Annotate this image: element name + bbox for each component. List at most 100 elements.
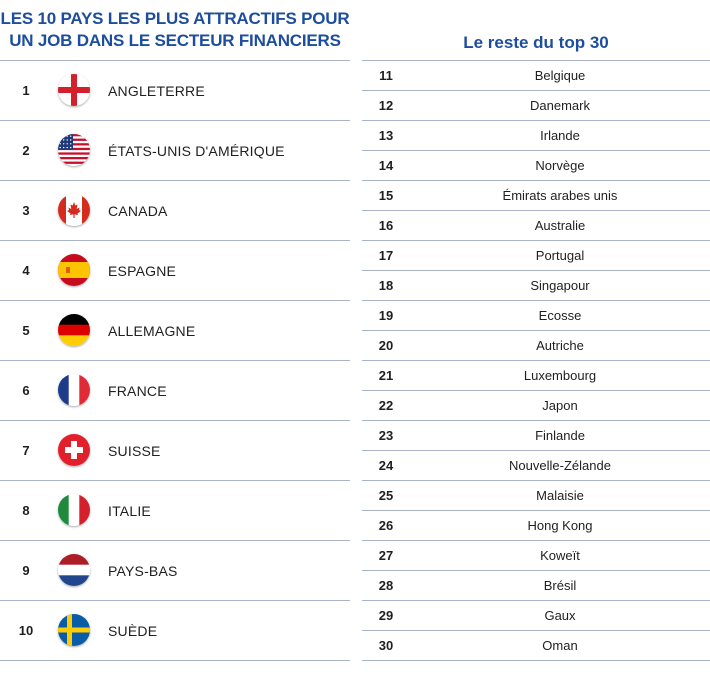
country-name: Koweït <box>540 548 580 563</box>
rank-number: 2 <box>22 143 30 158</box>
netherlands-flag-icon <box>58 554 90 586</box>
rank-number: 13 <box>378 128 394 143</box>
top30-row: 25 Malaisie <box>362 481 710 511</box>
top10-list: 1 ANGLETERRE 2 ÉTATS-UNIS D'AMÉRIQUE 3 CANADA… <box>0 60 350 661</box>
top30-row: 17 Portugal <box>362 241 710 271</box>
rank-number: 6 <box>22 383 30 398</box>
country-name: Singapour <box>530 278 590 293</box>
rank-number: 7 <box>22 443 30 458</box>
france-flag-icon <box>58 374 90 406</box>
germany-flag-icon <box>58 314 90 346</box>
rank-number: 9 <box>22 563 30 578</box>
rank-number: 1 <box>22 83 30 98</box>
top10-row: 5 ALLEMAGNE <box>0 301 350 361</box>
top10-row: 8 ITALIE <box>0 481 350 541</box>
england-flag-icon <box>58 74 90 106</box>
rank-number: 15 <box>378 188 394 203</box>
rank-number: 3 <box>22 203 30 218</box>
top10-row: 9 PAYS-BAS <box>0 541 350 601</box>
top30-row: 28 Brésil <box>362 571 710 601</box>
rank-number: 4 <box>22 263 30 278</box>
top10-title-line1: LES 10 PAYS LES PLUS ATTRACTIFS POUR <box>0 9 350 28</box>
rank-number: 18 <box>378 278 394 293</box>
country-name: Belgique <box>534 68 586 83</box>
top30-row: 19 Ecosse <box>362 301 710 331</box>
top10-title: LES 10 PAYS LES PLUS ATTRACTIFS POUR UN … <box>0 0 350 60</box>
rank-number: 26 <box>378 518 394 533</box>
top10-row: 10 SUÈDE <box>0 601 350 661</box>
rank-number: 23 <box>378 428 394 443</box>
switzerland-flag-icon <box>58 434 90 466</box>
country-name: FRANCE <box>108 382 167 399</box>
country-name: Japon <box>542 398 578 413</box>
top30-row: 26 Hong Kong <box>362 511 710 541</box>
top10-row: 6 FRANCE <box>0 361 350 421</box>
rank-number: 20 <box>378 338 394 353</box>
rank-number: 5 <box>22 323 30 338</box>
rank-number: 11 <box>379 68 393 83</box>
country-name: ESPAGNE <box>108 262 177 279</box>
top30-row: 29 Gaux <box>362 601 710 631</box>
rank-number: 8 <box>22 503 30 518</box>
country-name: Autriche <box>536 338 584 353</box>
country-name: PAYS-BAS <box>108 562 178 579</box>
rank-number: 16 <box>378 218 394 233</box>
rank-number: 25 <box>378 488 394 503</box>
rank-number: 22 <box>378 398 394 413</box>
top30-row: 27 Koweït <box>362 541 710 571</box>
top10-row: 1 ANGLETERRE <box>0 61 350 121</box>
country-name: Portugal <box>535 248 585 263</box>
rank-number: 14 <box>378 158 394 173</box>
top30-row: 21 Luxembourg <box>362 361 710 391</box>
rank-number: 19 <box>378 308 394 323</box>
top30-row: 13 Irlande <box>362 121 710 151</box>
country-name: SUISSE <box>108 442 161 459</box>
country-name: ALLEMAGNE <box>108 322 196 339</box>
country-name: Oman <box>542 638 578 653</box>
top10-title-line2: UN JOB DANS LE SECTEUR FINANCIERS <box>9 31 341 50</box>
country-name: ANGLETERRE <box>108 82 205 99</box>
usa-flag-icon <box>58 134 90 166</box>
country-name: Émirats arabes unis <box>502 188 618 203</box>
top10-row: 7 SUISSE <box>0 421 350 481</box>
country-name: Nouvelle-Zélande <box>509 458 611 473</box>
country-name: Australie <box>534 218 586 233</box>
country-name: ÉTATS-UNIS D'AMÉRIQUE <box>108 142 285 159</box>
canada-flag-icon <box>58 194 90 226</box>
rank-number: 28 <box>378 578 394 593</box>
country-name: Finlande <box>535 428 585 443</box>
country-name: Brésil <box>543 578 577 593</box>
top30-row: 23 Finlande <box>362 421 710 451</box>
top30-panel: Le reste du top 30 11 Belgique 12 Danemark 1… <box>362 0 710 661</box>
top30-row: 11 Belgique <box>362 61 710 91</box>
country-name: Danemark <box>530 98 590 113</box>
top30-row: 16 Australie <box>362 211 710 241</box>
top10-row: 4 ESPAGNE <box>0 241 350 301</box>
top30-row: 15 Émirats arabes unis <box>362 181 710 211</box>
top30-row: 22 Japon <box>362 391 710 421</box>
top10-panel: LES 10 PAYS LES PLUS ATTRACTIFS POUR UN … <box>0 0 350 661</box>
rank-number: 24 <box>378 458 394 473</box>
country-name: Hong Kong <box>527 518 593 533</box>
top30-row: 30 Oman <box>362 631 710 661</box>
rank-number: 29 <box>378 608 394 623</box>
rank-number: 27 <box>378 548 394 563</box>
top30-list: 11 Belgique 12 Danemark 13 Irlande 14 Norvège 15… <box>362 60 710 661</box>
rank-number: 30 <box>378 638 394 653</box>
sweden-flag-icon <box>58 614 90 646</box>
country-name: Malaisie <box>536 488 584 503</box>
top10-row: 2 ÉTATS-UNIS D'AMÉRIQUE <box>0 121 350 181</box>
top30-title: Le reste du top 30 <box>463 33 609 52</box>
country-name: ITALIE <box>108 502 151 519</box>
country-name: SUÈDE <box>108 622 158 639</box>
country-name: Irlande <box>540 128 580 143</box>
country-name: Ecosse <box>538 308 582 323</box>
country-name: Norvège <box>535 158 585 173</box>
italy-flag-icon <box>58 494 90 526</box>
country-name: Gaux <box>544 608 576 623</box>
rank-number: 17 <box>378 248 394 263</box>
country-name: Luxembourg <box>523 368 597 383</box>
rank-number: 21 <box>378 368 394 383</box>
top10-row: 3 CANADA <box>0 181 350 241</box>
top30-row: 14 Norvège <box>362 151 710 181</box>
